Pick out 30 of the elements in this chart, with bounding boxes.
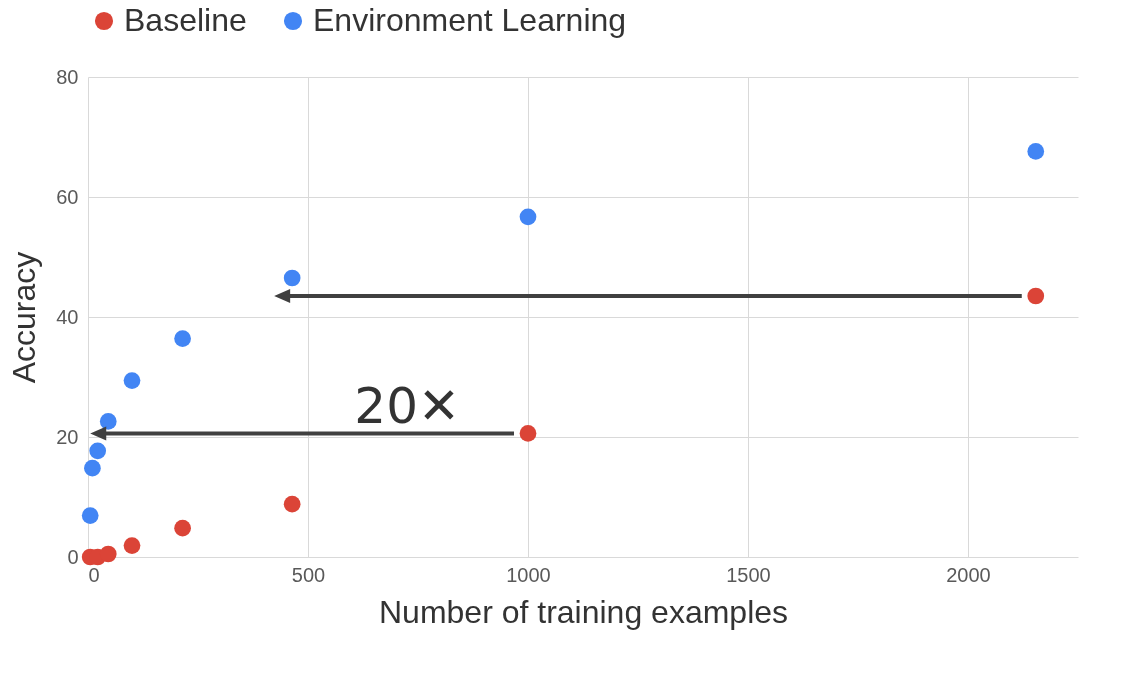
point xyxy=(283,495,301,513)
y-tick-label: 20 xyxy=(56,425,79,448)
legend-label: Environment Learning xyxy=(313,2,627,38)
legend-label: Baseline xyxy=(124,2,247,38)
x-axis-title: Number of training examples xyxy=(378,593,789,630)
point xyxy=(123,537,141,554)
point xyxy=(99,413,117,430)
point xyxy=(89,442,107,460)
annotation: 20✕ xyxy=(354,377,460,436)
y-axis-title: Accuracy xyxy=(6,251,43,384)
point xyxy=(123,372,141,389)
point xyxy=(99,545,117,563)
x-tick-label: 2000 xyxy=(946,563,991,586)
point xyxy=(1027,143,1045,160)
point xyxy=(519,425,537,442)
y-tick-label: 60 xyxy=(56,185,79,208)
point xyxy=(1027,287,1045,305)
x-tick-label: 0 xyxy=(88,563,100,586)
point xyxy=(81,507,99,524)
point xyxy=(174,330,191,347)
point xyxy=(283,269,301,287)
y-tick-label: 0 xyxy=(67,545,79,568)
y-tick-label: 40 xyxy=(56,305,79,328)
point xyxy=(519,208,537,226)
point xyxy=(174,519,191,537)
x-tick-label: 1000 xyxy=(506,563,551,586)
x-tick-label: 500 xyxy=(291,563,326,586)
x-tick-label: 1500 xyxy=(726,563,771,586)
point xyxy=(84,459,101,477)
y-tick-label: 80 xyxy=(56,65,79,88)
